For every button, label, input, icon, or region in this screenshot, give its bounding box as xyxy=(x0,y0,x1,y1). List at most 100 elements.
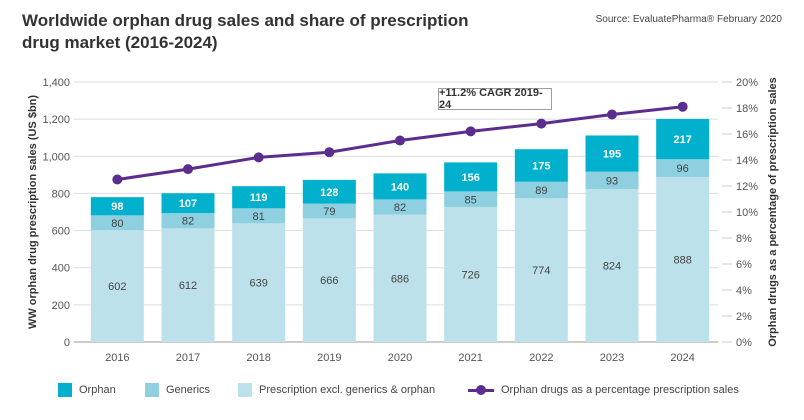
y-right-tick-label: 8% xyxy=(736,233,752,245)
x-tick-label: 2023 xyxy=(600,352,624,364)
bar-prescription-label: 888 xyxy=(673,255,691,267)
legend-item-line: Orphan drugs as a percentage prescriptio… xyxy=(468,383,739,397)
x-tick-label: 2021 xyxy=(458,352,482,364)
bar-prescription-label: 726 xyxy=(461,270,479,282)
bar-generics-label: 79 xyxy=(323,206,335,218)
bar-prescription xyxy=(514,198,568,342)
bar-orphan-label: 217 xyxy=(673,134,691,146)
bar-generics-label: 81 xyxy=(253,211,265,223)
bar-generics xyxy=(444,191,498,208)
chart-canvas: 0 200 400 600 800 1,000 1,200 1,400 0% 2% 4% 6% 8% 1… xyxy=(27,77,779,364)
y-right-tick-label: 2% xyxy=(736,311,752,323)
bar-generics xyxy=(514,181,568,199)
chart-title: Worldwide orphan drug sales and share of… xyxy=(22,11,469,52)
y-tick-label: 0 xyxy=(64,337,70,349)
y-tick-label: 1,400 xyxy=(42,77,70,89)
x-tick-label: 2016 xyxy=(105,352,129,364)
bar-orphan xyxy=(656,118,710,160)
bar-generics xyxy=(656,159,710,178)
bar-prescription xyxy=(656,177,710,342)
bar-orphan-label: 128 xyxy=(320,187,338,199)
x-tick-label: 2022 xyxy=(529,352,553,364)
bar-generics xyxy=(373,199,427,215)
bars: 602 80 98 612 82 107 639 81 119 666 79 128 686 82 140 7… xyxy=(90,118,710,342)
bar-prescription xyxy=(161,228,215,342)
bar-orphan-label: 98 xyxy=(111,201,123,213)
bar-prescription xyxy=(302,218,356,342)
y-tick-label: 600 xyxy=(52,226,70,238)
legend: Orphan Generics Prescription excl. gener… xyxy=(0,383,804,403)
bar-prescription-label: 639 xyxy=(249,278,267,290)
bar-prescription-label: 666 xyxy=(320,275,338,287)
bar-prescription xyxy=(232,223,286,342)
legend-item-orphan: Orphan xyxy=(58,383,116,397)
legend-swatch-line xyxy=(468,383,494,397)
bar-orphan-label: 140 xyxy=(391,181,409,193)
x-tick-label: 2017 xyxy=(176,352,200,364)
bar-orphan xyxy=(514,149,568,182)
bar-orphan xyxy=(585,135,639,172)
right-axis-title: Orphan drugs as a percentage of prescrip… xyxy=(767,77,779,347)
y-right-tick-label: 16% xyxy=(736,129,758,141)
y-tick-label: 200 xyxy=(52,300,70,312)
legend-label-orphan: Orphan xyxy=(79,384,116,396)
legend-swatch-generics xyxy=(145,383,159,397)
cagr-annotation: +11.2% CAGR 2019-24 xyxy=(438,87,552,111)
bar-generics xyxy=(161,213,215,229)
legend-item-generics: Generics xyxy=(145,383,210,397)
percentage-point xyxy=(112,174,123,185)
bar-prescription xyxy=(90,230,144,342)
bar-generics-label: 93 xyxy=(606,175,618,187)
percentage-point xyxy=(465,126,476,137)
x-tick-label: 2018 xyxy=(246,352,270,364)
bar-orphan xyxy=(161,193,215,214)
y-tick-label: 800 xyxy=(52,188,70,200)
bar-orphan-label: 156 xyxy=(461,172,479,184)
y-tick-label: 400 xyxy=(52,263,70,275)
x-tick-label: 2024 xyxy=(670,352,694,364)
bar-orphan xyxy=(232,186,286,209)
bar-generics-label: 82 xyxy=(182,216,194,228)
x-tick-label: 2020 xyxy=(388,352,412,364)
percentage-point xyxy=(677,101,688,112)
percentage-line xyxy=(112,101,688,185)
bar-orphan-label: 119 xyxy=(250,192,268,204)
y-right-tick-label: 10% xyxy=(736,207,758,219)
right-axis-ticks: 0% 2% 4% 6% 8% 10% 12% 14% 16% 18% 20% xyxy=(722,77,758,349)
left-axis-title: WW orphan drug prescription sales (US $b… xyxy=(27,95,39,329)
bar-orphan xyxy=(302,179,356,204)
legend-label-line: Orphan drugs as a percentage prescriptio… xyxy=(501,384,739,396)
y-tick-label: 1,000 xyxy=(42,151,70,163)
bar-prescription-label: 774 xyxy=(532,265,550,277)
y-right-tick-label: 4% xyxy=(736,285,752,297)
bar-prescription-label: 612 xyxy=(179,280,197,292)
y-right-tick-label: 20% xyxy=(736,77,758,89)
bar-prescription-label: 824 xyxy=(603,260,621,272)
y-right-tick-label: 6% xyxy=(736,259,752,271)
bar-orphan-label: 175 xyxy=(532,160,550,172)
bar-orphan xyxy=(373,173,427,200)
legend-swatch-prescription xyxy=(238,383,252,397)
left-axis-ticks: 0 200 400 600 800 1,000 1,200 1,400 xyxy=(42,77,70,349)
percentage-point xyxy=(253,152,264,163)
y-right-tick-label: 14% xyxy=(736,155,758,167)
bar-generics xyxy=(232,208,286,224)
bar-prescription xyxy=(585,188,639,342)
y-right-tick-label: 0% xyxy=(736,337,752,349)
y-right-tick-label: 12% xyxy=(736,181,758,193)
x-axis-ticks: 2016 2017 2018 2019 2020 2021 2022 2023 2024 xyxy=(105,352,695,364)
bar-generics xyxy=(585,171,639,189)
bar-generics xyxy=(90,215,144,231)
bar-orphan xyxy=(444,162,498,192)
source-note: Source: EvaluatePharma® February 2020 xyxy=(595,14,782,25)
bar-generics xyxy=(302,203,356,219)
bar-generics-label: 82 xyxy=(394,202,406,214)
bar-orphan-label: 107 xyxy=(179,198,197,210)
percentage-point xyxy=(536,118,547,129)
percentage-point xyxy=(183,164,193,175)
bar-prescription-label: 686 xyxy=(391,273,409,285)
bar-orphan-label: 195 xyxy=(603,149,621,161)
bar-prescription xyxy=(444,207,498,342)
legend-label-prescription: Prescription excl. generics & orphan xyxy=(259,384,436,396)
bar-generics-label: 80 xyxy=(111,218,123,230)
